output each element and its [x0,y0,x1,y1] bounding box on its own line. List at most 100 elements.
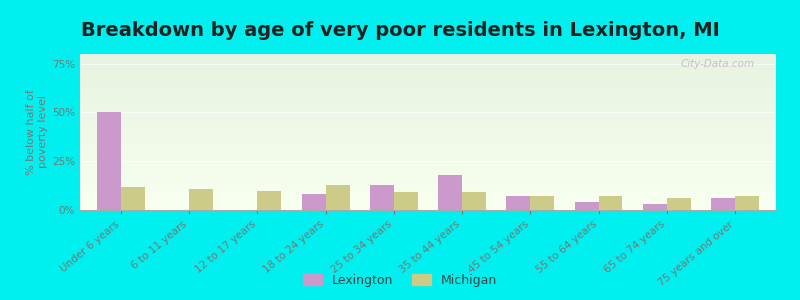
Bar [80,174,776,176]
Bar [80,143,776,145]
Bar [80,149,776,151]
Bar [80,99,776,101]
Bar [462,193,486,210]
Bar [80,187,776,188]
Bar [80,197,776,199]
Bar [80,65,776,67]
Bar [80,157,776,158]
Text: City-Data.com: City-Data.com [681,59,755,69]
Bar [80,163,776,165]
Bar [80,194,776,196]
Bar [80,134,776,135]
Bar [80,90,776,92]
Bar [80,196,776,197]
Bar [80,193,776,194]
Bar [80,109,776,110]
Bar [80,129,776,130]
Bar [80,112,776,113]
Bar [80,59,776,60]
Bar [258,190,282,210]
Bar [667,198,690,210]
Bar [80,56,776,57]
Bar [80,116,776,118]
Legend: Lexington, Michigan: Lexington, Michigan [299,270,501,291]
Bar [80,155,776,157]
Bar [80,106,776,107]
Bar [80,73,776,74]
Bar [80,70,776,71]
Bar [80,68,776,70]
Bar [80,202,776,204]
Bar [80,146,776,148]
Bar [80,180,776,182]
Bar [80,208,776,210]
Bar [506,196,530,210]
Bar [80,135,776,137]
Bar [711,198,735,210]
Bar [80,205,776,207]
Bar [80,62,776,63]
Bar [80,127,776,129]
Bar [80,121,776,123]
Bar [394,193,418,210]
Bar [80,102,776,104]
Bar [80,199,776,201]
Bar [80,124,776,126]
Bar [302,194,326,210]
Bar [80,104,776,106]
Bar [80,166,776,168]
Bar [80,201,776,202]
Bar [80,101,776,102]
Bar [80,85,776,87]
Bar [80,154,776,155]
Bar [80,93,776,94]
Bar [80,77,776,79]
Bar [80,177,776,179]
Bar [80,110,776,112]
Bar [80,113,776,115]
Bar [80,74,776,76]
Bar [80,130,776,132]
Bar [80,96,776,98]
Bar [80,151,776,152]
Bar [80,92,776,93]
Bar [80,115,776,116]
Bar [80,71,776,73]
Bar [80,137,776,138]
Bar [80,171,776,172]
Bar [643,204,667,210]
Bar [80,207,776,208]
Bar [80,98,776,99]
Bar [80,190,776,191]
Bar [80,84,776,85]
Bar [438,175,462,210]
Bar [80,140,776,141]
Bar [80,118,776,119]
Bar [80,107,776,109]
Bar [80,67,776,68]
Bar [80,158,776,160]
Bar [80,184,776,185]
Bar [189,188,213,210]
Bar [598,196,622,210]
Bar [80,160,776,162]
Bar [80,169,776,171]
Bar [80,123,776,124]
Bar [97,112,121,210]
Bar [80,79,776,80]
Bar [80,87,776,88]
Bar [80,185,776,187]
Bar [80,165,776,166]
Y-axis label: % below half of
poverty level: % below half of poverty level [26,89,48,175]
Bar [80,168,776,170]
Bar [326,184,350,210]
Bar [80,119,776,121]
Bar [530,196,554,210]
Bar [80,191,776,193]
Bar [80,54,776,56]
Bar [370,184,394,210]
Bar [80,60,776,62]
Bar [80,63,776,65]
Bar [80,162,776,163]
Bar [80,141,776,143]
